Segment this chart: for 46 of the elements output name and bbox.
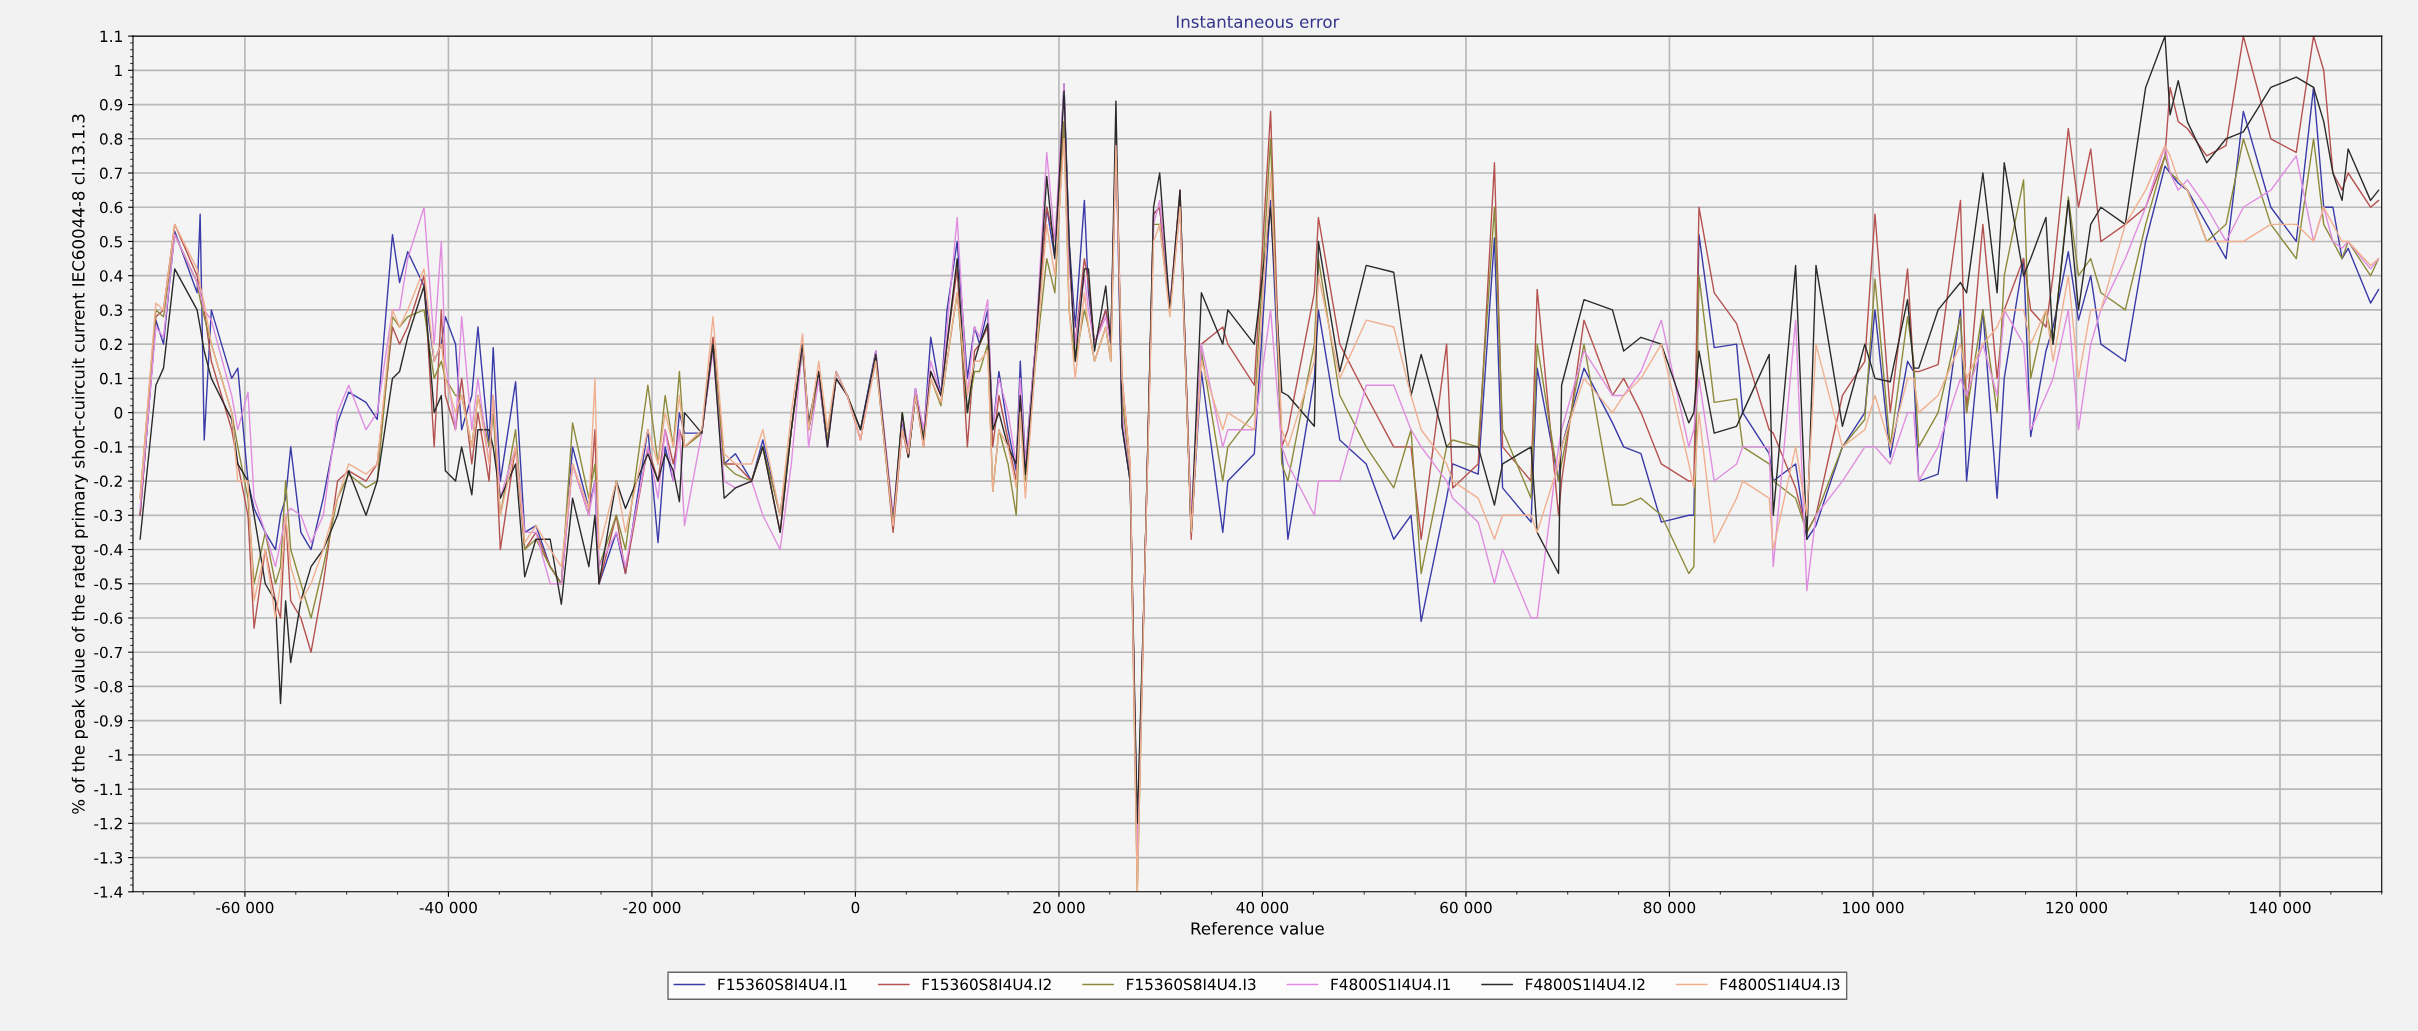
x-tick-label: 100 000 [1843,901,1904,914]
y-tick-label: -0.4 [94,543,123,556]
y-tick-label: -0.7 [94,646,122,659]
y-tick-label: -0.9 [94,715,123,727]
chart-title: Instantaneous error [1176,15,1340,28]
legend-label: F15360S8I4U4.I3 [1127,978,1256,991]
y-tick-label: 0.8 [99,133,123,145]
y-tick-label: 0.4 [99,270,123,282]
y-tick-label: 0.5 [99,235,122,248]
y-tick-label: -1 [108,749,122,761]
legend-label: F4800S1I4U4.I2 [1526,978,1645,991]
x-tick-label: 60 000 [1440,901,1492,914]
legend-label: F15360S8I4U4.I2 [922,978,1051,991]
y-tick-label: 0.1 [99,372,122,385]
x-tick-label: -40 000 [419,901,477,914]
x-tick-label: 40 000 [1236,901,1289,914]
y-tick-label: 0.7 [99,167,122,180]
y-tick-label: -0.3 [94,509,123,522]
y-tick-label: -1.1 [94,783,122,795]
x-tick-label: 80 000 [1643,901,1696,914]
legend-label: F4800S1I4U4.I3 [1720,978,1840,991]
x-tick-label: 0 [851,901,860,914]
y-tick-label: 1 [115,64,122,77]
y-tick-label: -0.6 [94,612,123,624]
y-tick-label: -1.3 [94,852,123,864]
x-tick-label: -60 000 [216,901,274,914]
x-tick-label: 20 000 [1033,901,1085,914]
legend-label: F15360S8I4U4.I1 [718,978,847,991]
y-tick-label: -0.2 [94,475,122,488]
y-tick-label: 0.2 [99,338,122,351]
y-tick-label: 0.3 [99,304,123,316]
legend-label: F4800S1I4U4.I1 [1331,978,1450,991]
x-tick-label: 120 000 [2046,901,2108,914]
y-tick-label: -0.1 [94,441,122,453]
y-tick-label: 0.9 [99,99,123,111]
y-tick-label: -0.8 [94,680,123,693]
x-axis-title: Reference value [1191,921,1324,935]
y-tick-label: -1.4 [94,886,123,898]
y-tick-label: 0 [114,407,123,419]
x-tick-label: 140 000 [2250,901,2311,914]
y-tick-label: -0.5 [94,578,122,590]
y-tick-label: 1.1 [100,30,122,42]
y-tick-label: 0.6 [99,201,123,214]
x-tick-label: -20 000 [623,901,681,914]
y-tick-label: -1.2 [94,817,122,830]
y-axis-title: % of the peak value of the rated primary short-cuircuit current IEC60044-8 cl.13.1.3 [71,114,88,814]
